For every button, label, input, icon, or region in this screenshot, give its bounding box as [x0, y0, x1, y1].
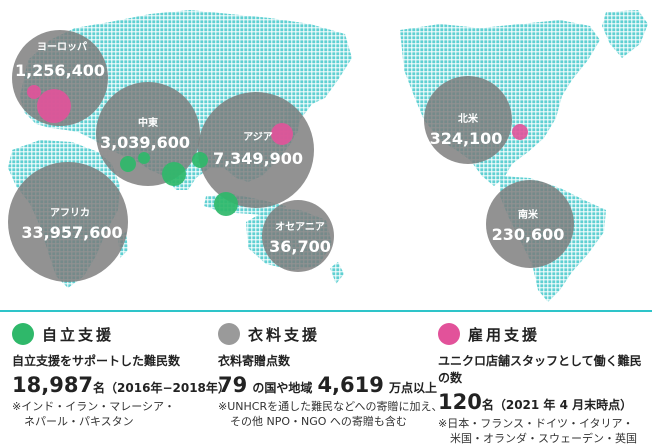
legend-note: ※日本・フランス・ドイツ・イタリア・ 米国・オランダ・スウェーデン・英国	[438, 416, 652, 446]
region-value: 7,349,900	[213, 149, 303, 168]
region-north-america: 北米 324,100	[424, 76, 528, 164]
region-name: アジア	[243, 131, 273, 143]
region-name: 南米	[518, 208, 539, 221]
legend-title: 雇用支援	[468, 325, 541, 344]
employment-dot-usa	[512, 124, 528, 140]
legend-number-countries: 79	[218, 373, 248, 397]
legend-note: ※インド・イラン・マレーシア・ ネパール・パキスタン	[12, 399, 230, 429]
region-name: 北米	[458, 112, 479, 125]
independence-dot-pakistan	[138, 152, 150, 164]
legend-number: 120	[438, 390, 482, 414]
note-line: ※日本・フランス・ドイツ・イタリア・	[438, 417, 634, 430]
region-name: オセアニア	[275, 221, 325, 233]
independence-dot-malaysia	[214, 192, 238, 216]
independence-dot-nepal	[192, 152, 208, 168]
note-line: その他 NPO・NGO への寄贈も含む	[230, 415, 407, 428]
region-africa: アフリカ 33,957,600	[8, 162, 128, 282]
legend-title: 衣料支援	[248, 325, 321, 344]
employment-dot-icon	[438, 323, 460, 345]
note-line: ※インド・イラン・マレーシア・	[12, 400, 175, 413]
region-europe: ヨーロッパ 1,256,400	[12, 30, 108, 126]
region-value: 36,700	[269, 237, 331, 256]
legend-title: 自立支援	[42, 325, 115, 344]
greenland-land	[602, 10, 648, 58]
legend-unit: 名（2016年−2018年）	[93, 381, 230, 395]
legend-text-countries: の国や地域	[252, 381, 313, 395]
independence-dot-icon	[12, 323, 34, 345]
employment-dot-japan	[271, 123, 293, 145]
employment-dot-uk	[27, 85, 41, 99]
note-line: 米国・オランダ・スウェーデン・英国	[450, 432, 637, 445]
note-line: ※UNHCRを通した難民などへの寄贈に加え、	[218, 400, 443, 413]
clothing-dot-icon	[218, 323, 240, 345]
region-value: 3,039,600	[100, 133, 190, 152]
employment-dot-europe	[37, 89, 71, 123]
world-map: ヨーロッパ 1,256,400 中東 3,039,600 アジア 7,349,9…	[8, 10, 648, 302]
legend-independence: 自立支援 自立支援をサポートした難民数 18,987名（2016年−2018年）…	[12, 320, 230, 429]
region-value: 230,600	[492, 225, 565, 244]
independence-markers	[120, 152, 238, 216]
independence-dot-india	[162, 162, 186, 186]
legend-subtitle: ユニクロ店舗スタッフとして働く難民の数	[438, 354, 642, 385]
new-zealand-land	[330, 262, 344, 284]
region-oceania: オセアニア 36,700	[262, 200, 334, 272]
legend-subtitle: 衣料寄贈点数	[218, 354, 291, 368]
legend-text-items: 万点以上	[388, 381, 437, 395]
note-line: ネパール・パキスタン	[24, 415, 134, 428]
region-name: 中東	[138, 116, 158, 129]
legend-unit: 名（2021 年 4 月末時点）	[481, 398, 633, 412]
legend-clothing: 衣料支援 衣料寄贈点数 79 の国や地域 4,619 万点以上 ※UNHCRを通…	[218, 320, 443, 429]
legend-employment: 雇用支援 ユニクロ店舗スタッフとして働く難民の数 120名（2021 年 4 月…	[438, 320, 652, 446]
region-name: アフリカ	[50, 207, 90, 219]
region-value: 324,100	[430, 129, 503, 148]
region-name: ヨーロッパ	[37, 41, 87, 53]
legend-number: 18,987	[12, 373, 94, 397]
independence-dot-iran	[120, 156, 136, 172]
legend-note: ※UNHCRを通した難民などへの寄贈に加え、 その他 NPO・NGO への寄贈も…	[218, 399, 443, 429]
legend-subtitle: 自立支援をサポートした難民数	[12, 354, 181, 368]
region-south-america: 南米 230,600	[486, 180, 574, 268]
region-asia: アジア 7,349,900	[198, 92, 314, 208]
region-value: 33,957,600	[21, 223, 122, 242]
region-value: 1,256,400	[15, 61, 105, 80]
region-circles: ヨーロッパ 1,256,400 中東 3,039,600 アジア 7,349,9…	[8, 30, 574, 282]
legend-panel: 自立支援 自立支援をサポートした難民数 18,987名（2016年−2018年）…	[0, 310, 652, 445]
legend-number-items: 4,619	[317, 373, 384, 397]
